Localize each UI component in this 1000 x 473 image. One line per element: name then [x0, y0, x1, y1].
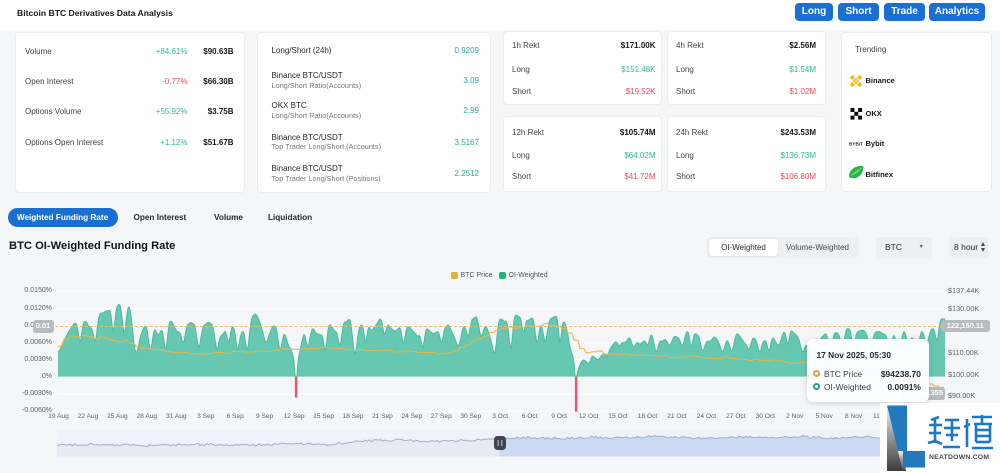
svg-text:NEATDOWN.COM: NEATDOWN.COM: [929, 454, 989, 461]
svg-text:BYBIT: BYBIT: [849, 142, 863, 147]
